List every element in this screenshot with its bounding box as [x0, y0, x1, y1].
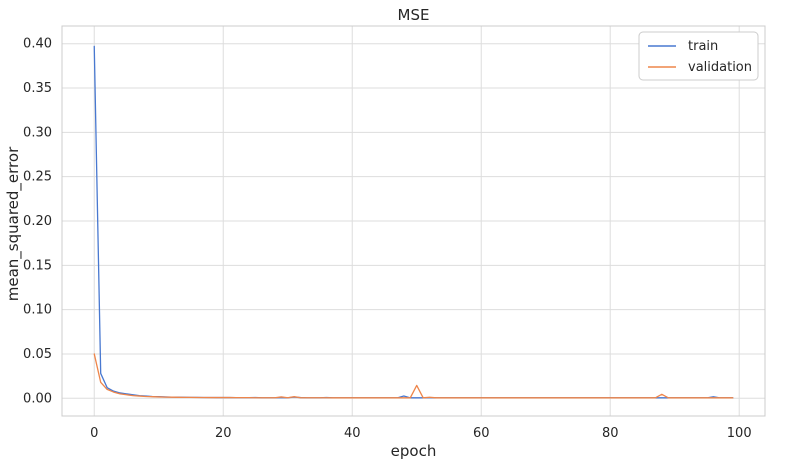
x-tick-label: 60: [473, 426, 490, 441]
y-tick-label: 0.35: [23, 81, 52, 96]
series-layer: [93, 45, 734, 399]
x-tick-labels: 0 20 40 60 80 100: [90, 426, 752, 441]
y-tick-label: 0.05: [23, 347, 52, 362]
plot-frame: [61, 25, 766, 417]
y-tick-label: 0.40: [23, 37, 52, 52]
chart-title: MSE: [398, 6, 430, 24]
x-tick-label: 0: [90, 426, 98, 441]
y-tick-label: 0.10: [23, 303, 52, 318]
x-tick-label: 80: [602, 426, 619, 441]
series-line-validation: [93, 353, 734, 399]
y-tick-label: 0.20: [23, 214, 52, 229]
y-tick-label: 0.30: [23, 125, 52, 140]
y-tick-label: 0.15: [23, 258, 52, 273]
x-axis-label: epoch: [391, 442, 437, 460]
x-tick-label: 40: [344, 426, 361, 441]
y-tick-label: 0.25: [23, 170, 52, 185]
x-tick-label: 100: [727, 426, 752, 441]
x-tick-label: 20: [215, 426, 232, 441]
legend-label-validation: validation: [688, 60, 752, 75]
legend-label-train: train: [688, 39, 718, 54]
legend-box: [638, 31, 759, 81]
y-tick-label: 0.00: [23, 391, 52, 406]
y-tick-labels: 0.00 0.05 0.10 0.15 0.20 0.25 0.30 0.35 0.40: [23, 37, 52, 407]
legend: train validation: [638, 31, 759, 81]
y-axis-label: mean_squared_error: [4, 146, 23, 301]
